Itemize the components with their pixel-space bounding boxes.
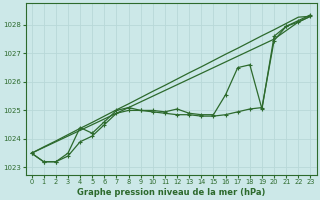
X-axis label: Graphe pression niveau de la mer (hPa): Graphe pression niveau de la mer (hPa) [77,188,265,197]
